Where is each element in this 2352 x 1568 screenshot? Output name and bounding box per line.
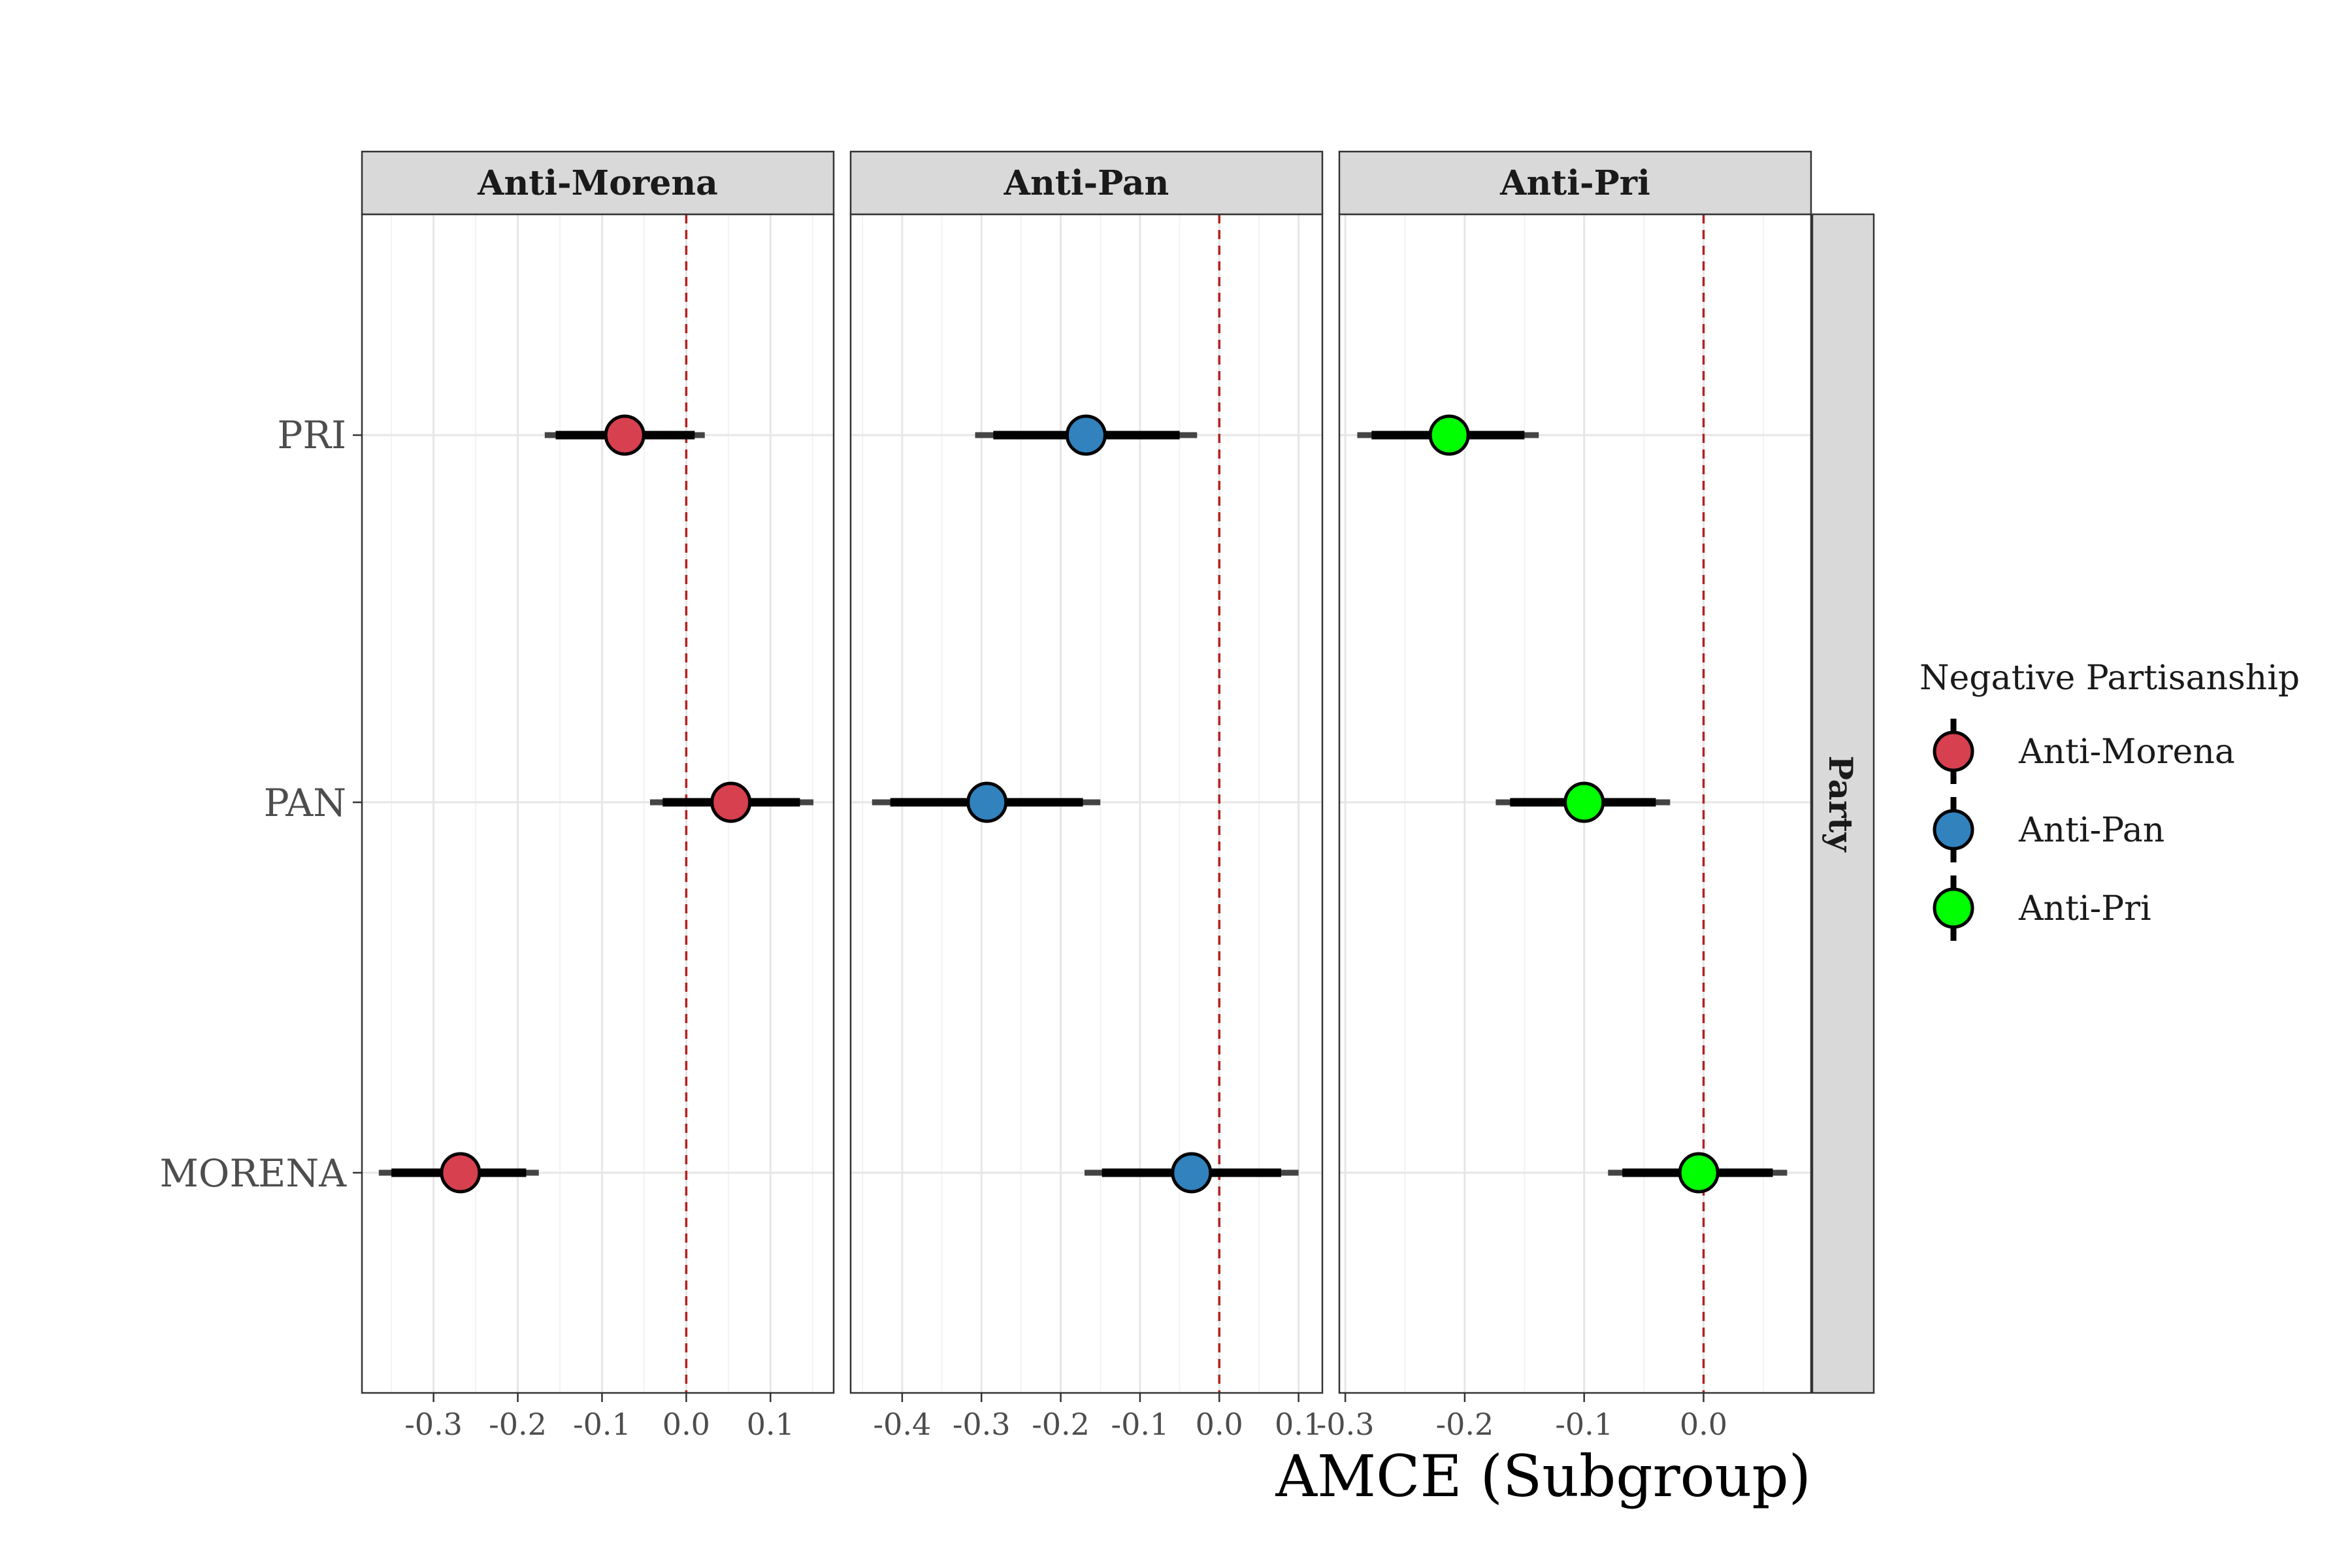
x-tick-label: -0.1 (1555, 1407, 1613, 1442)
legend-label: Anti-Morena (2018, 732, 2235, 772)
legend-key-point (1933, 730, 1974, 772)
point-estimate (1563, 781, 1605, 823)
facet-strip-title: Anti-Morena (477, 163, 718, 203)
x-tick-label: -0.3 (404, 1407, 463, 1442)
ytick-label-morena: MORENA (159, 1151, 347, 1196)
legend-label: Anti-Pri (2018, 889, 2151, 928)
point-estimate (1678, 1152, 1720, 1194)
facet-panels: Anti-Morena -0.3 -0.2 -0.1 0.0 0.1 Anti-Pan -0.… (361, 150, 1812, 1442)
x-tick-label: -0.1 (1111, 1407, 1169, 1442)
point-morena (1608, 1152, 1788, 1194)
point-pan (1495, 781, 1671, 823)
facet-strip-title: Anti-Pri (1499, 163, 1650, 203)
y-axis: PRI PAN MORENA (159, 413, 362, 1196)
x-tick-label: 0.0 (1680, 1407, 1727, 1442)
facet-row-strip-box (1811, 213, 1875, 1394)
facet-strip-box (1338, 150, 1812, 216)
point-estimate (1428, 414, 1470, 456)
point-morena (1084, 1152, 1299, 1194)
x-tick-label: -0.3 (953, 1407, 1011, 1442)
panel-anti-morena: Anti-Morena -0.3 -0.2 -0.1 0.0 0.1 (361, 150, 835, 1442)
x-tick-label: -0.1 (573, 1407, 631, 1442)
legend-item-anti-pri: Anti-Pri (1933, 875, 2151, 941)
ytick-label-pri: PRI (277, 413, 346, 457)
point-pri (544, 414, 705, 456)
x-tick-label: -0.2 (1436, 1407, 1494, 1442)
legend-key-point (1933, 809, 1974, 851)
ytick-label-pan: PAN (264, 781, 346, 825)
x-axis-title: AMCE (Subgroup) (1275, 1443, 1811, 1510)
point-pan (649, 781, 814, 823)
x-tick-label: -0.4 (874, 1407, 932, 1442)
legend: Negative Partisanship Anti-Morena Anti-Pa… (1919, 659, 2300, 941)
facet-strip-title: Anti-Pan (1004, 163, 1169, 203)
point-estimate (604, 414, 645, 456)
facet-strip-box (849, 150, 1324, 216)
x-tick-label: 0.1 (747, 1407, 794, 1442)
x-tick-label: -0.2 (1032, 1407, 1090, 1442)
legend-key-point (1933, 887, 1974, 929)
point-pri (1357, 414, 1539, 456)
panel-anti-pri: Anti-Pri -0.3 -0.2 -0.1 0.0 (1316, 150, 1812, 1442)
point-pri (975, 414, 1198, 456)
x-tick-label: 0.0 (1196, 1407, 1243, 1442)
legend-title: Negative Partisanship (1919, 659, 2300, 698)
point-estimate (1065, 414, 1107, 456)
point-pan (872, 781, 1101, 823)
point-estimate (440, 1152, 482, 1194)
x-tick-label: 0.0 (662, 1407, 710, 1442)
point-morena (378, 1152, 539, 1194)
panel-anti-pan: Anti-Pan -0.4 -0.3 -0.2 -0.1 0.0 0.1 (849, 150, 1324, 1442)
facet-row-strip: Party (1811, 213, 1875, 1394)
legend-label: Anti-Pan (2018, 811, 2164, 850)
point-estimate (966, 781, 1008, 823)
facet-strip-box (361, 150, 835, 216)
point-estimate (1171, 1152, 1213, 1194)
x-tick-label: -0.3 (1316, 1407, 1375, 1442)
facet-row-label: Party (1821, 755, 1860, 853)
point-estimate (710, 781, 752, 823)
x-tick-label: 0.1 (1275, 1407, 1322, 1442)
legend-item-anti-morena: Anti-Morena (1933, 719, 2235, 784)
legend-item-anti-pan: Anti-Pan (1933, 797, 2164, 862)
x-tick-label: -0.2 (489, 1407, 547, 1442)
